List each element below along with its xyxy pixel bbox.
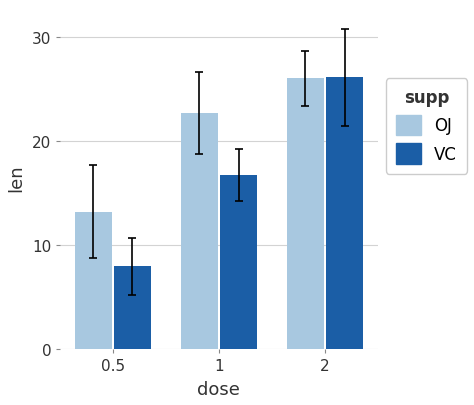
Legend: OJ, VC: OJ, VC [386, 79, 467, 174]
Bar [114, 266, 151, 349]
Bar [75, 212, 112, 349]
Bar [181, 114, 218, 349]
Bar [326, 78, 363, 349]
Bar [220, 175, 257, 349]
Bar [287, 79, 324, 349]
X-axis label: dose: dose [198, 380, 240, 398]
Y-axis label: len: len [7, 164, 25, 192]
